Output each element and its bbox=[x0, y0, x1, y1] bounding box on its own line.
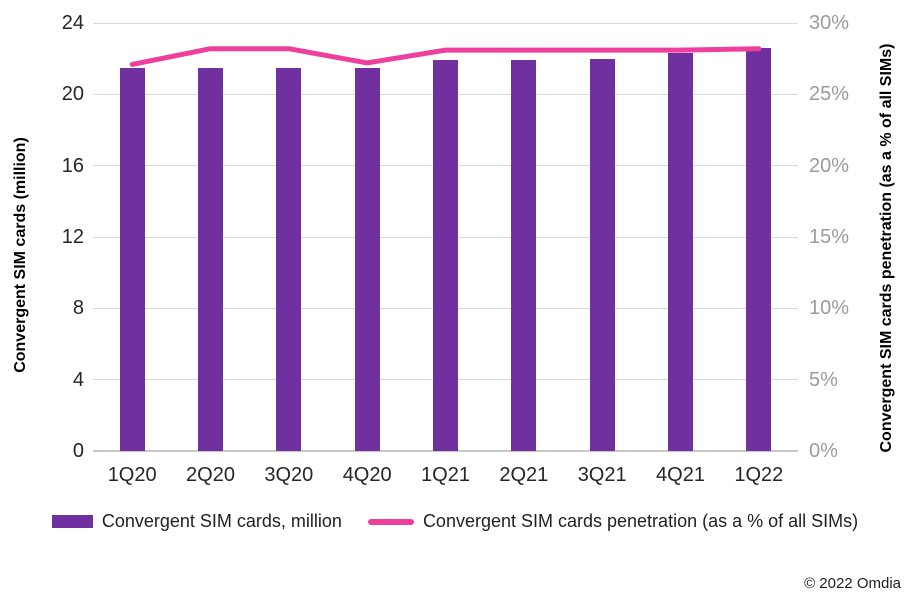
legend-item-bar-series: Convergent SIM cards, million bbox=[51, 511, 342, 532]
x-axis-label-1Q20: 1Q20 bbox=[107, 464, 157, 486]
legend-label-bar-series: Convergent SIM cards, million bbox=[101, 511, 342, 531]
right-axis-title: Convergent SIM cards penetration (as a %… bbox=[878, 43, 895, 453]
left-axis-tick-24: 24 bbox=[61, 12, 84, 34]
x-axis-label-2Q20: 2Q20 bbox=[186, 464, 235, 486]
penetration-line bbox=[129, 46, 762, 67]
left-axis-tick-16: 16 bbox=[61, 154, 84, 177]
bar-3Q21 bbox=[589, 58, 615, 451]
left-axis-tick-12: 12 bbox=[61, 226, 84, 248]
right-axis-tick-30%: 30% bbox=[809, 12, 850, 34]
bar-1Q20 bbox=[119, 67, 145, 451]
bar-1Q22 bbox=[746, 47, 772, 451]
bar-series-swatch-icon bbox=[51, 515, 93, 528]
x-axis-label-4Q20: 4Q20 bbox=[342, 464, 392, 486]
bar-3Q20 bbox=[276, 67, 302, 451]
legend-label-line-series: Convergent SIM cards penetration (as a %… bbox=[422, 511, 859, 531]
left-axis-tick-4: 4 bbox=[72, 368, 84, 391]
legend-item-line-series: Convergent SIM cards penetration (as a %… bbox=[367, 511, 859, 532]
gridline bbox=[93, 22, 798, 24]
left-axis-tick-0: 0 bbox=[72, 440, 84, 462]
right-axis-tick-5%: 5% bbox=[809, 368, 838, 391]
x-axis-label-2Q21: 2Q21 bbox=[499, 464, 549, 486]
bar-4Q20 bbox=[354, 67, 380, 451]
line-series-swatch-icon bbox=[367, 518, 414, 525]
left-axis-title: Convergent SIM cards (million) bbox=[12, 137, 29, 373]
penetration-line-path bbox=[129, 46, 762, 67]
left-axis-tick-20: 20 bbox=[61, 83, 84, 106]
right-axis-tick-10%: 10% bbox=[809, 297, 850, 320]
x-axis-line bbox=[93, 450, 798, 452]
right-axis-tick-15%: 15% bbox=[809, 226, 850, 248]
x-axis-label-3Q20: 3Q20 bbox=[264, 464, 314, 486]
right-axis-tick-20%: 20% bbox=[809, 154, 850, 177]
bar-2Q20 bbox=[198, 67, 223, 451]
plot-area bbox=[93, 23, 798, 451]
legend: Convergent SIM cards, million Convergent… bbox=[0, 511, 910, 532]
bar-4Q21 bbox=[668, 53, 693, 451]
bar-2Q21 bbox=[511, 60, 537, 451]
left-axis-tick-8: 8 bbox=[72, 297, 84, 320]
copyright-text: © 2022 Omdia bbox=[804, 575, 901, 592]
right-axis-tick-0%: 0% bbox=[809, 440, 838, 462]
right-axis-tick-25%: 25% bbox=[809, 83, 850, 106]
x-axis-label-1Q22: 1Q22 bbox=[734, 464, 784, 486]
bar-1Q21 bbox=[433, 60, 458, 451]
x-axis-label-4Q21: 4Q21 bbox=[656, 464, 705, 486]
x-axis-label-1Q21: 1Q21 bbox=[421, 464, 470, 486]
x-axis-label-3Q21: 3Q21 bbox=[577, 464, 627, 486]
